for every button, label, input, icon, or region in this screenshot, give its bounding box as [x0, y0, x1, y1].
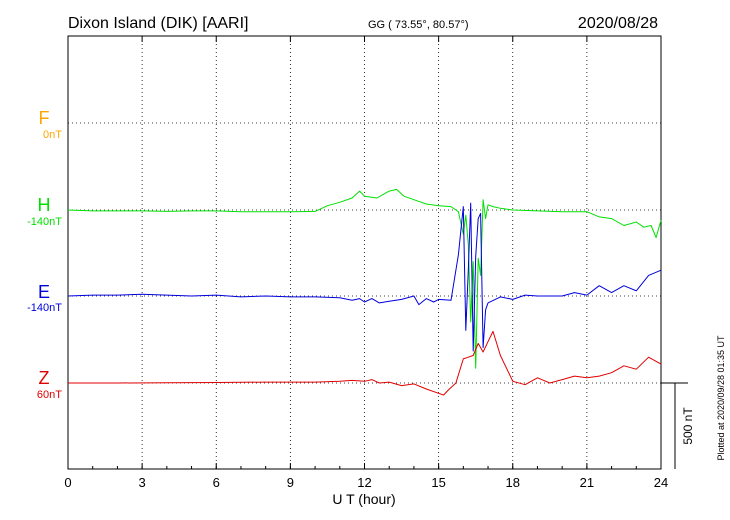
series-z-line — [68, 330, 662, 396]
series-e-name: E — [38, 282, 50, 302]
series-z-offset: 60nT — [37, 389, 62, 401]
series-lines — [67, 188, 662, 396]
plotted-timestamp: Plotted at 2020/09/28 01:35 UT — [716, 335, 726, 461]
x-tick-label: 3 — [139, 475, 146, 490]
x-tick-label: 15 — [431, 475, 445, 490]
x-tick-label: 12 — [357, 475, 371, 490]
x-tick-label: 18 — [506, 475, 520, 490]
series-e-line — [67, 202, 662, 352]
x-tick-label: 9 — [287, 475, 294, 490]
series-e-offset: -140nT — [27, 302, 62, 314]
series-h-offset: -140nT — [27, 216, 62, 228]
series-f-offset: 0nT — [43, 129, 62, 141]
station-title: Dixon Island (DIK) [AARI] — [68, 15, 249, 32]
x-tick-label: 24 — [654, 475, 668, 490]
station-coordinates: GG ( 73.55°, 80.57°) — [368, 19, 469, 31]
x-axis-label: U T (hour) — [332, 491, 395, 507]
series-h-name: H — [38, 195, 51, 215]
x-axis-ticks: 0 3 6 9 12 15 18 21 24 — [64, 36, 668, 490]
x-tick-label: 0 — [64, 475, 71, 490]
plot-date: 2020/08/28 — [578, 15, 658, 32]
scale-bar-label: 500 nT — [681, 407, 695, 445]
series-z-name: Z — [39, 368, 50, 388]
x-tick-label: 6 — [213, 475, 220, 490]
series-f-name: F — [39, 108, 50, 128]
scale-bar: 500 nT — [661, 382, 695, 469]
series-h-line — [67, 188, 662, 369]
grid-lines — [68, 36, 661, 469]
x-tick-label: 21 — [580, 475, 594, 490]
